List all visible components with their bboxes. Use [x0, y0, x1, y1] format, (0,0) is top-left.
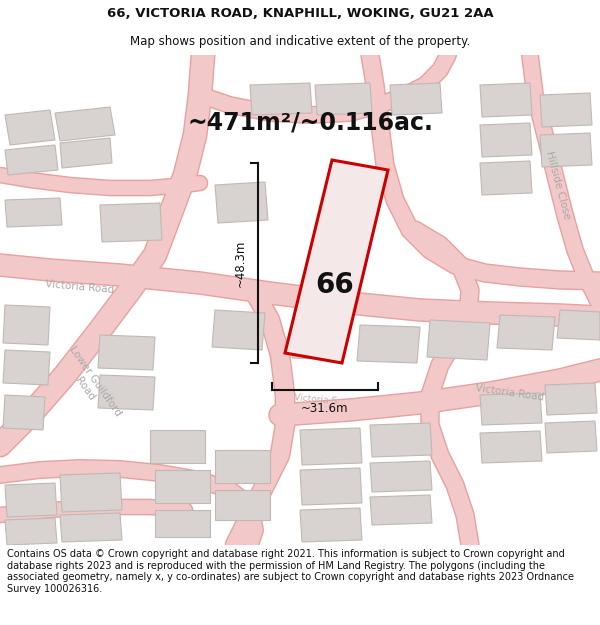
Polygon shape — [285, 160, 388, 363]
Text: ~31.6m: ~31.6m — [301, 401, 349, 414]
Polygon shape — [3, 395, 45, 430]
Polygon shape — [370, 461, 432, 492]
Polygon shape — [155, 510, 210, 537]
Text: Map shows position and indicative extent of the property.: Map shows position and indicative extent… — [130, 35, 470, 48]
Polygon shape — [390, 83, 442, 115]
Polygon shape — [98, 375, 155, 410]
Text: ~48.3m: ~48.3m — [233, 239, 247, 287]
Polygon shape — [540, 133, 592, 167]
Polygon shape — [215, 450, 270, 483]
Polygon shape — [55, 107, 115, 141]
Polygon shape — [250, 83, 312, 115]
Polygon shape — [155, 470, 210, 503]
Polygon shape — [480, 83, 532, 117]
Polygon shape — [480, 161, 532, 195]
Polygon shape — [150, 430, 205, 463]
Polygon shape — [5, 198, 62, 227]
Polygon shape — [5, 518, 57, 545]
Polygon shape — [315, 83, 372, 115]
Polygon shape — [300, 428, 362, 465]
Polygon shape — [3, 305, 50, 345]
Polygon shape — [60, 513, 122, 542]
Polygon shape — [215, 490, 270, 520]
Text: 66: 66 — [316, 271, 355, 299]
Text: Lower Guildford
Road: Lower Guildford Road — [57, 344, 123, 426]
Polygon shape — [292, 323, 345, 360]
Polygon shape — [60, 138, 112, 168]
Polygon shape — [370, 423, 432, 457]
Text: Victoria Road: Victoria Road — [475, 383, 545, 402]
Polygon shape — [480, 431, 542, 463]
Polygon shape — [370, 495, 432, 525]
Polygon shape — [5, 145, 58, 175]
Polygon shape — [480, 123, 532, 157]
Polygon shape — [557, 310, 600, 340]
Polygon shape — [98, 335, 155, 370]
Text: Contains OS data © Crown copyright and database right 2021. This information is : Contains OS data © Crown copyright and d… — [7, 549, 574, 594]
Polygon shape — [100, 203, 162, 242]
Text: Victoria S...: Victoria S... — [294, 393, 346, 407]
Polygon shape — [5, 483, 57, 517]
Polygon shape — [497, 315, 555, 350]
Text: ~471m²/~0.116ac.: ~471m²/~0.116ac. — [187, 111, 433, 135]
Text: Victoria Road: Victoria Road — [45, 279, 115, 295]
Polygon shape — [212, 310, 265, 350]
Polygon shape — [215, 182, 268, 223]
Polygon shape — [357, 325, 420, 363]
Text: Hillside Close: Hillside Close — [544, 150, 572, 220]
Polygon shape — [300, 508, 362, 542]
Text: 66, VICTORIA ROAD, KNAPHILL, WOKING, GU21 2AA: 66, VICTORIA ROAD, KNAPHILL, WOKING, GU2… — [107, 8, 493, 20]
Polygon shape — [60, 473, 122, 512]
Polygon shape — [300, 468, 362, 505]
Polygon shape — [480, 393, 542, 425]
Polygon shape — [545, 383, 597, 415]
Polygon shape — [545, 421, 597, 453]
Polygon shape — [540, 93, 592, 127]
Polygon shape — [427, 320, 490, 360]
Polygon shape — [3, 350, 50, 385]
Polygon shape — [5, 110, 55, 145]
